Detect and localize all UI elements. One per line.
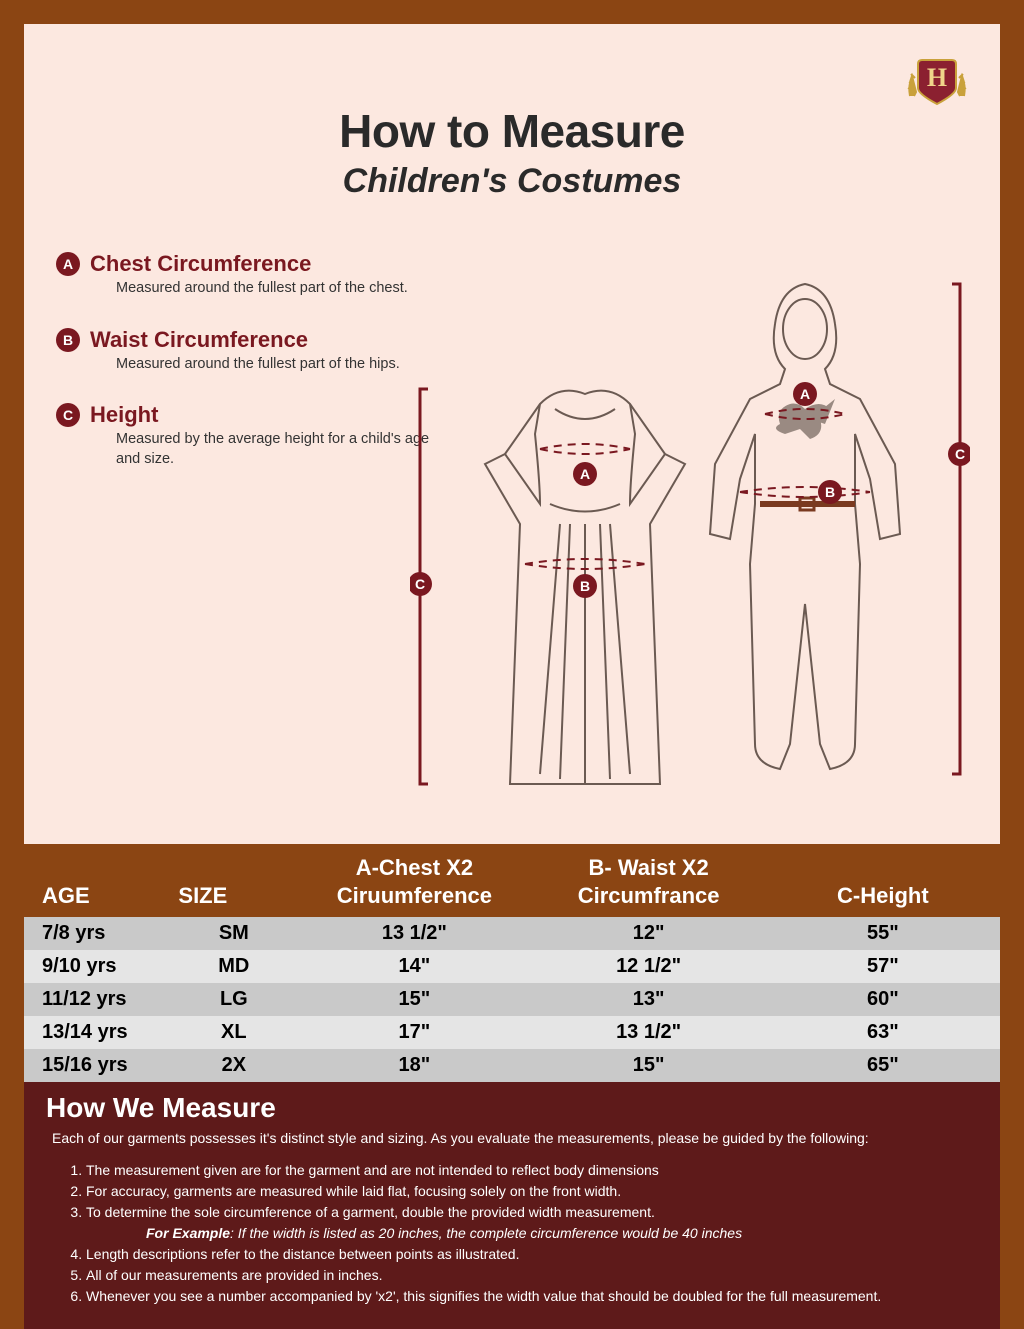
- header-waist: B- Waist X2Circumfrance: [532, 844, 766, 917]
- table-cell: 12": [532, 917, 766, 950]
- table-cell: 15": [297, 983, 531, 1016]
- table-cell: 12 1/2": [532, 950, 766, 983]
- table-cell: 9/10 yrs: [24, 950, 170, 983]
- table-cell: 63": [766, 1016, 1000, 1049]
- badge-b-icon: B: [56, 328, 80, 352]
- table-cell: 65": [766, 1049, 1000, 1082]
- table-row: 11/12 yrsLG15"13"60": [24, 983, 1000, 1016]
- svg-text:C: C: [415, 576, 425, 592]
- table-cell: 11/12 yrs: [24, 983, 170, 1016]
- svg-text:C: C: [955, 446, 965, 462]
- table-cell: 15/16 yrs: [24, 1049, 170, 1082]
- table-row: 13/14 yrsXL17"13 1/2"63": [24, 1016, 1000, 1049]
- logo-letter: H: [927, 63, 947, 92]
- page-subtitle: Children's Costumes: [56, 162, 968, 201]
- measurement-panel: H How to Measure Children's Costumes A C…: [24, 24, 1000, 844]
- table-header-row: AGE SIZE A-Chest X2Ciruumference B- Wais…: [24, 844, 1000, 917]
- header-chest: A-Chest X2Ciruumference: [297, 844, 531, 917]
- how-we-measure-item: The measurement given are for the garmen…: [86, 1160, 978, 1181]
- table-cell: 7/8 yrs: [24, 917, 170, 950]
- table-cell: SM: [170, 917, 297, 950]
- table-row: 7/8 yrsSM13 1/2"12"55": [24, 917, 1000, 950]
- how-we-measure-item: Whenever you see a number accompanied by…: [86, 1286, 978, 1307]
- svg-text:B: B: [580, 578, 590, 594]
- size-table-section: AGE SIZE A-Chest X2Ciruumference B- Wais…: [24, 844, 1000, 1082]
- title-block: How to Measure Children's Costumes: [56, 104, 968, 201]
- definition-waist: B Waist Circumference Measured around th…: [56, 327, 436, 375]
- table-cell: 13": [532, 983, 766, 1016]
- table-cell: 18": [297, 1049, 531, 1082]
- table-cell: 57": [766, 950, 1000, 983]
- table-cell: LG: [170, 983, 297, 1016]
- header-height: C-Height: [766, 844, 1000, 917]
- costume-diagram: C C A B: [410, 254, 970, 804]
- header-size: SIZE: [170, 844, 297, 917]
- definition-title: Waist Circumference: [90, 327, 308, 353]
- definition-desc: Measured around the fullest part of the …: [116, 279, 436, 299]
- table-cell: 13/14 yrs: [24, 1016, 170, 1049]
- how-we-measure-item: All of our measurements are provided in …: [86, 1265, 978, 1286]
- table-row: 9/10 yrsMD14"12 1/2"57": [24, 950, 1000, 983]
- table-cell: 55": [766, 917, 1000, 950]
- definition-title: Chest Circumference: [90, 251, 311, 277]
- how-we-measure-title: How We Measure: [46, 1092, 978, 1124]
- definition-chest: A Chest Circumference Measured around th…: [56, 251, 436, 299]
- how-we-measure-section: How We Measure Each of our garments poss…: [24, 1082, 1000, 1329]
- how-we-measure-example: For Example: If the width is listed as 2…: [146, 1223, 978, 1244]
- table-cell: 14": [297, 950, 531, 983]
- how-we-measure-intro: Each of our garments possesses it's dist…: [52, 1130, 978, 1146]
- table-cell: 15": [532, 1049, 766, 1082]
- badge-a-icon: A: [56, 252, 80, 276]
- definition-desc: Measured by the average height for a chi…: [116, 430, 436, 469]
- table-cell: 13 1/2": [297, 917, 531, 950]
- table-cell: 17": [297, 1016, 531, 1049]
- table-cell: 60": [766, 983, 1000, 1016]
- table-row: 15/16 yrs2X18"15"65": [24, 1049, 1000, 1082]
- table-cell: MD: [170, 950, 297, 983]
- table-cell: 13 1/2": [532, 1016, 766, 1049]
- how-we-measure-item: For accuracy, garments are measured whil…: [86, 1181, 978, 1202]
- definition-desc: Measured around the fullest part of the …: [116, 355, 436, 375]
- svg-text:B: B: [825, 484, 835, 500]
- how-we-measure-item: Length descriptions refer to the distanc…: [86, 1244, 978, 1265]
- how-we-measure-list: The measurement given are for the garmen…: [86, 1160, 978, 1307]
- table-cell: XL: [170, 1016, 297, 1049]
- how-we-measure-item: To determine the sole circumference of a…: [86, 1202, 978, 1223]
- page-title: How to Measure: [56, 104, 968, 158]
- svg-text:A: A: [800, 386, 810, 402]
- size-table: AGE SIZE A-Chest X2Ciruumference B- Wais…: [24, 844, 1000, 1082]
- header-age: AGE: [24, 844, 170, 917]
- definition-title: Height: [90, 402, 158, 428]
- brand-logo: H: [902, 46, 972, 116]
- definition-height: C Height Measured by the average height …: [56, 402, 436, 469]
- definitions-list: A Chest Circumference Measured around th…: [56, 251, 436, 469]
- badge-c-icon: C: [56, 403, 80, 427]
- svg-text:A: A: [580, 466, 590, 482]
- table-cell: 2X: [170, 1049, 297, 1082]
